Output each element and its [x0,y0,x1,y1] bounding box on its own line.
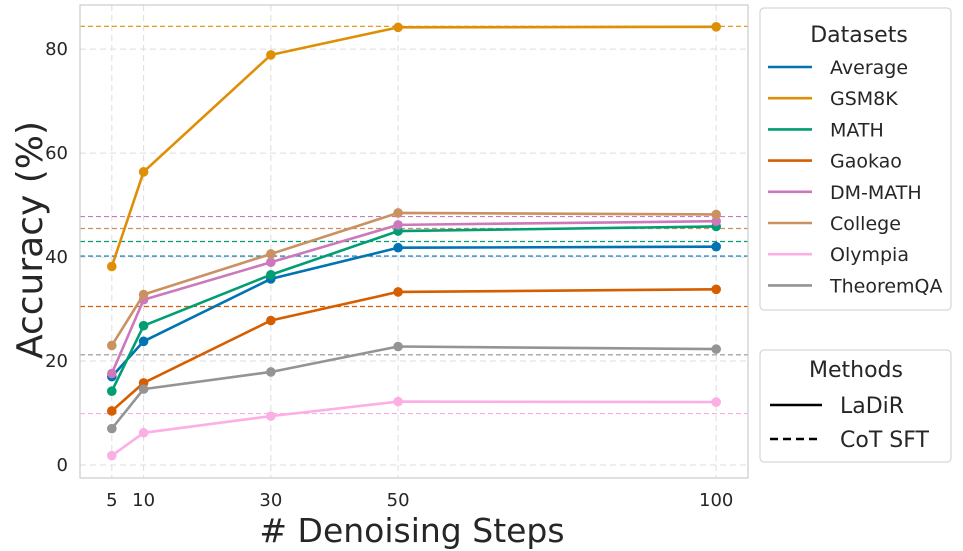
legend-label: DM-MATH [830,182,922,204]
point-olympia [266,411,276,421]
x-tick-label: 30 [259,490,282,511]
point-gsm8k [266,50,276,60]
point-college [107,340,117,351]
point-dm-math [393,220,403,230]
point-gaokao [107,406,117,416]
series-line-math [110,225,717,392]
point-average [393,242,403,253]
x-axis-label: # Denoising Steps [259,511,564,550]
cot-sft-reference-lines [80,25,748,415]
legend-label: Gaokao [830,151,902,173]
point-theoremqa [138,384,149,394]
point-dm-math [107,368,117,379]
legend-label: TheoremQA [829,275,943,297]
point-dm-math [711,216,721,227]
legend-label: MATH [830,119,884,141]
tick-labels: 5 10 30 50 100 0 20 40 60 80 [45,39,733,511]
legend-label: Average [830,57,908,79]
point-college [393,208,403,218]
point-gaokao [393,287,403,297]
point-theoremqa [393,341,403,352]
plot-border [79,4,749,479]
legend-methods-title: Methods [809,358,903,383]
point-theoremqa [266,367,276,377]
series-line-college [110,211,717,347]
plot-frame [79,4,749,479]
x-tick-label: 10 [132,490,155,511]
y-tick-label: 40 [45,247,68,268]
legend-method-label: CoT SFT [840,428,929,453]
legend-label: GSM8K [830,88,898,110]
legend-label: Olympia [830,244,909,266]
point-gsm8k [107,261,117,272]
point-college [711,209,721,220]
x-tick-label: 50 [387,490,410,511]
y-tick-label: 60 [45,143,68,164]
point-average [711,241,721,252]
point-gsm8k [711,22,721,32]
point-dm-math [266,257,276,268]
series-line-gaokao [110,288,717,412]
point-olympia [107,450,117,461]
point-theoremqa [107,423,117,434]
series-line-olympia [111,400,717,457]
series-lines [107,22,721,461]
series-line-dm-math [110,219,717,375]
series-line-theoremqa [110,345,717,430]
point-college [266,249,276,259]
series-line-average [110,245,717,378]
legend-methods: Methods LaDiR CoT SFT [759,349,952,463]
point-olympia [393,396,403,407]
point-math [266,269,276,280]
legend-method-label: LaDiR [840,394,904,419]
point-math [138,320,149,331]
y-axis-label: Accuracy (%) [10,121,51,359]
legend-datasets-frame [759,7,952,311]
legend-datasets: Datasets Average GSM8K MATH Gaokao DM-MATH Co… [759,7,952,311]
point-average [138,336,149,347]
point-college [138,289,149,300]
point-olympia [138,427,149,438]
x-tick-label: 5 [106,490,117,511]
y-tick-label: 0 [57,455,68,476]
point-gsm8k [393,22,403,33]
legend-label: College [830,213,901,235]
point-gaokao [711,284,721,295]
point-gaokao [266,315,276,326]
y-tick-label: 20 [45,351,68,372]
legend-methods-frame [759,349,952,463]
point-olympia [711,397,721,407]
y-tick-label: 80 [45,39,68,60]
point-theoremqa [711,344,721,354]
x-tick-label: 100 [699,490,733,511]
point-math [107,386,117,396]
point-gsm8k [138,167,149,177]
legend-datasets-title: Datasets [810,23,908,48]
